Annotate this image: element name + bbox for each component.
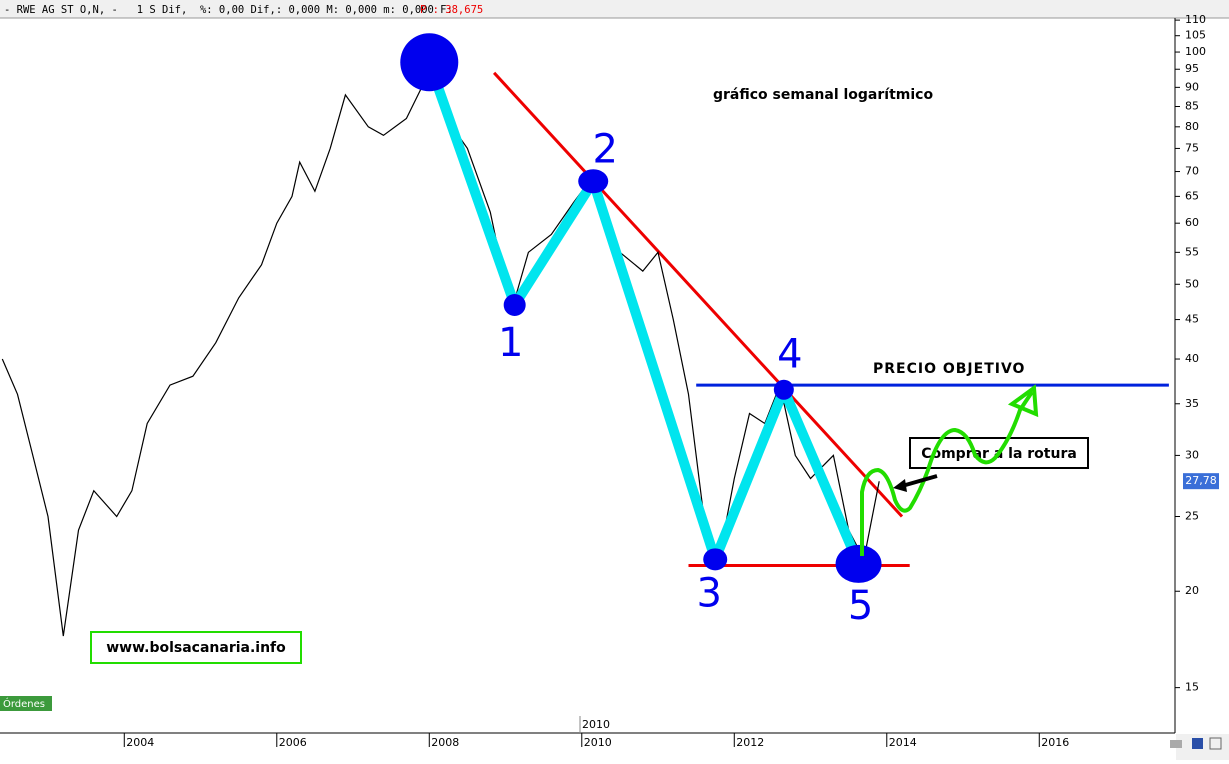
y-tick-label: 110 — [1185, 13, 1206, 26]
wave-label: 2 — [592, 126, 617, 172]
x-tick-label: 2014 — [889, 736, 917, 749]
wave-label: 5 — [848, 583, 873, 629]
y-tick-label: 55 — [1185, 245, 1199, 258]
marker-label: 2010 — [582, 718, 610, 731]
y-tick-label: 30 — [1185, 448, 1199, 461]
y-tick-label: 50 — [1185, 277, 1199, 290]
wave-label: 1 — [498, 320, 523, 366]
wave-label: 4 — [777, 332, 802, 378]
y-tick-label: 60 — [1185, 216, 1199, 229]
wave-point — [578, 169, 609, 194]
projection-arrowhead — [1007, 384, 1039, 418]
top-bar — [0, 0, 1229, 18]
y-tick-label: 25 — [1185, 509, 1199, 522]
x-tick-label: 2008 — [431, 736, 459, 749]
y-tick-label: 85 — [1185, 100, 1199, 113]
wave-path — [424, 60, 864, 566]
buy-arrow — [901, 474, 938, 488]
y-tick-label: 95 — [1185, 62, 1199, 75]
y-tick-label: 15 — [1185, 681, 1199, 694]
price-line — [1, 67, 880, 637]
wave-point — [835, 544, 882, 583]
y-tick-label: 105 — [1185, 29, 1206, 42]
chart-title: gráfico semanal logarítmico — [713, 87, 933, 103]
wave-point — [400, 33, 459, 92]
x-tick-label: 2010 — [584, 736, 612, 749]
wave-label: 3 — [696, 570, 721, 616]
y-tick-label: 40 — [1185, 352, 1199, 365]
y-tick-label: 70 — [1185, 165, 1199, 178]
y-tick-label: 65 — [1185, 189, 1199, 202]
y-tick-label: 20 — [1185, 584, 1199, 597]
y-tick-label: 75 — [1185, 141, 1199, 154]
save-icon[interactable] — [1192, 738, 1203, 749]
header-text: - RWE AG ST O,N, - 1 S Dif, %: 0,00 Dif,… — [4, 4, 453, 16]
x-tick-label: 2004 — [126, 736, 154, 749]
x-tick-label: 2006 — [279, 736, 307, 749]
y-tick-label: 35 — [1185, 397, 1199, 410]
wave-point — [703, 548, 728, 571]
y-tick-label: 90 — [1185, 80, 1199, 93]
website: www.bolsacanaria.info — [106, 640, 286, 656]
orders-tab[interactable] — [0, 696, 52, 711]
projection-path — [860, 390, 1034, 556]
y-tick-label: 45 — [1185, 313, 1199, 326]
x-tick-label: 2016 — [1041, 736, 1069, 749]
last-price-label: 27,78 — [1185, 474, 1217, 487]
tool-icon[interactable] — [1170, 740, 1182, 748]
target-annotation: PRECIO OBJETIVO — [873, 361, 1025, 377]
y-tick-label: 100 — [1185, 45, 1206, 58]
header-price: P : 38,675 — [420, 4, 483, 16]
pin-icon[interactable] — [1209, 737, 1222, 750]
last-price-tag — [1183, 473, 1219, 490]
website-box — [90, 631, 302, 664]
buy-arrowhead — [893, 479, 907, 492]
wave-point — [773, 379, 794, 400]
orders-tab-label[interactable]: Órdenes — [3, 697, 45, 710]
plot: 1520253035404550556065707580859095100105… — [1, 13, 1206, 749]
y-tick-label: 80 — [1185, 120, 1199, 133]
x-tick-label: 2012 — [736, 736, 764, 749]
resistance-line — [492, 71, 904, 518]
wave-point — [503, 294, 526, 317]
